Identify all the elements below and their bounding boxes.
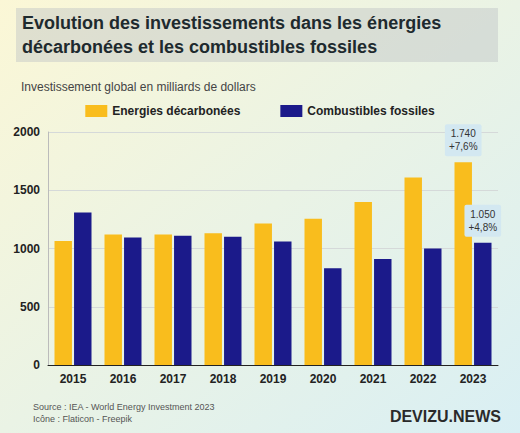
svg-text:1000: 1000 [13, 242, 40, 256]
svg-text:2000: 2000 [13, 125, 40, 139]
svg-text:2018: 2018 [210, 372, 237, 386]
svg-text:DEVIZU.NEWS: DEVIZU.NEWS [390, 408, 501, 425]
svg-text:2019: 2019 [260, 372, 287, 386]
svg-text:1.050: 1.050 [470, 209, 495, 220]
svg-text:2021: 2021 [360, 372, 387, 386]
svg-text:Evolution des investissements: Evolution des investissements dans les é… [22, 13, 446, 33]
svg-text:Source : IEA - World Energy In: Source : IEA - World Energy Investment 2… [33, 402, 214, 412]
svg-text:0: 0 [33, 358, 40, 372]
svg-text:2023: 2023 [460, 372, 487, 386]
svg-text:Combustibles fossiles: Combustibles fossiles [307, 104, 435, 118]
svg-text:500: 500 [20, 300, 40, 314]
svg-text:Energies décarbonées: Energies décarbonées [112, 104, 240, 118]
svg-text:1500: 1500 [13, 183, 40, 197]
svg-text:+4,8%: +4,8% [468, 222, 497, 233]
svg-text:2015: 2015 [60, 372, 87, 386]
svg-text:1.740: 1.740 [451, 128, 476, 139]
svg-text:+7,6%: +7,6% [449, 141, 478, 152]
svg-text:2020: 2020 [310, 372, 337, 386]
svg-text:2022: 2022 [410, 372, 437, 386]
svg-text:décarbonées et les combustible: décarbonées et les combustibles fossiles [22, 37, 377, 57]
svg-text:2017: 2017 [160, 372, 187, 386]
svg-text:Investissement global en milli: Investissement global en milliards de do… [21, 80, 256, 94]
svg-text:2016: 2016 [110, 372, 137, 386]
svg-text:Icône : Flaticon - Freepik: Icône : Flaticon - Freepik [33, 414, 133, 424]
